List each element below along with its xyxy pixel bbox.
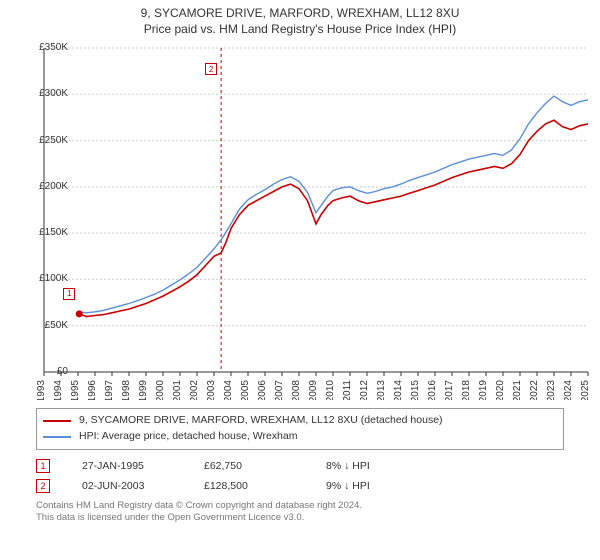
- y-tick-label: £0: [57, 366, 68, 377]
- legend-swatch: [43, 420, 71, 422]
- y-tick-label: £100K: [39, 273, 68, 284]
- marker-row: 2 02-JUN-2003 £128,500 9% ↓ HPI: [36, 476, 564, 496]
- chart-marker-box: 2: [205, 63, 217, 75]
- legend-label: HPI: Average price, detached house, Wrex…: [79, 429, 298, 445]
- x-tick-label: 2015: [410, 380, 421, 400]
- y-tick-label: £300K: [39, 88, 68, 99]
- license-line-1: Contains HM Land Registry data © Crown c…: [36, 500, 564, 512]
- x-tick-label: 2019: [478, 380, 489, 400]
- x-tick-label: 2007: [274, 380, 285, 400]
- chart-subtitle: Price paid vs. HM Land Registry's House …: [0, 20, 600, 40]
- legend-label: 9, SYCAMORE DRIVE, MARFORD, WREXHAM, LL1…: [79, 413, 443, 429]
- x-tick-label: 2006: [257, 380, 268, 400]
- x-tick-label: 2001: [172, 380, 183, 400]
- x-tick-label: 2004: [223, 380, 234, 400]
- marker-price: £62,750: [204, 460, 294, 472]
- marker-number-box: 2: [36, 479, 50, 493]
- x-tick-label: 2020: [495, 380, 506, 400]
- y-tick-label: £200K: [39, 181, 68, 192]
- license-line-2: This data is licensed under the Open Gov…: [36, 512, 564, 524]
- x-tick-label: 2002: [189, 380, 200, 400]
- y-tick-label: £50K: [45, 320, 68, 331]
- legend-item: 9, SYCAMORE DRIVE, MARFORD, WREXHAM, LL1…: [43, 413, 557, 429]
- marker-date: 02-JUN-2003: [82, 480, 172, 492]
- x-tick-label: 2018: [461, 380, 472, 400]
- legend-swatch: [43, 436, 71, 438]
- x-tick-label: 2013: [376, 380, 387, 400]
- line-chart: 1993199419951996199719981999200020012002…: [36, 40, 596, 400]
- marker-table: 1 27-JAN-1995 £62,750 8% ↓ HPI 2 02-JUN-2003 £…: [36, 456, 564, 496]
- x-tick-label: 1999: [138, 380, 149, 400]
- x-tick-label: 2009: [308, 380, 319, 400]
- x-tick-label: 2025: [580, 380, 591, 400]
- y-tick-label: £150K: [39, 227, 68, 238]
- x-tick-label: 2024: [563, 380, 574, 400]
- x-tick-label: 2012: [359, 380, 370, 400]
- x-tick-label: 2014: [393, 380, 404, 400]
- chart-area: £0 £50K £100K £150K £200K £250K £300K £350K 199…: [36, 40, 596, 400]
- x-tick-label: 1996: [87, 380, 98, 400]
- marker-number-box: 1: [36, 459, 50, 473]
- marker-pct: 8% ↓ HPI: [326, 460, 370, 472]
- x-tick-label: 2005: [240, 380, 251, 400]
- x-tick-label: 2008: [291, 380, 302, 400]
- y-tick-label: £350K: [39, 42, 68, 53]
- marker-price: £128,500: [204, 480, 294, 492]
- x-tick-label: 2000: [155, 380, 166, 400]
- x-tick-label: 2011: [342, 380, 353, 400]
- y-tick-label: £250K: [39, 135, 68, 146]
- x-tick-label: 2003: [206, 380, 217, 400]
- license-text: Contains HM Land Registry data © Crown c…: [36, 500, 564, 525]
- chart-marker-box: 1: [63, 288, 75, 300]
- x-tick-label: 2022: [529, 380, 540, 400]
- x-tick-label: 2017: [444, 380, 455, 400]
- chart-title: 9, SYCAMORE DRIVE, MARFORD, WREXHAM, LL1…: [0, 0, 600, 20]
- legend-item: HPI: Average price, detached house, Wrex…: [43, 429, 557, 445]
- x-tick-label: 1998: [121, 380, 132, 400]
- x-tick-label: 2010: [325, 380, 336, 400]
- x-tick-label: 1997: [104, 380, 115, 400]
- page-root: 9, SYCAMORE DRIVE, MARFORD, WREXHAM, LL1…: [0, 0, 600, 560]
- y-axis-labels: £0 £50K £100K £150K £200K £250K £300K £350K: [36, 40, 72, 400]
- marker-row: 1 27-JAN-1995 £62,750 8% ↓ HPI: [36, 456, 564, 476]
- x-tick-label: 2016: [427, 380, 438, 400]
- legend: 9, SYCAMORE DRIVE, MARFORD, WREXHAM, LL1…: [36, 408, 564, 450]
- x-tick-label: 2021: [512, 380, 523, 400]
- marker-pct: 9% ↓ HPI: [326, 480, 370, 492]
- marker-date: 27-JAN-1995: [82, 460, 172, 472]
- x-tick-label: 2023: [546, 380, 557, 400]
